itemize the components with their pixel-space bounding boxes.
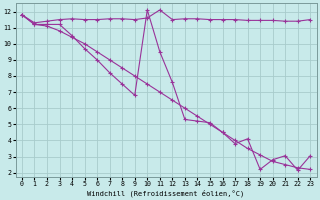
X-axis label: Windchill (Refroidissement éolien,°C): Windchill (Refroidissement éolien,°C) — [87, 189, 245, 197]
